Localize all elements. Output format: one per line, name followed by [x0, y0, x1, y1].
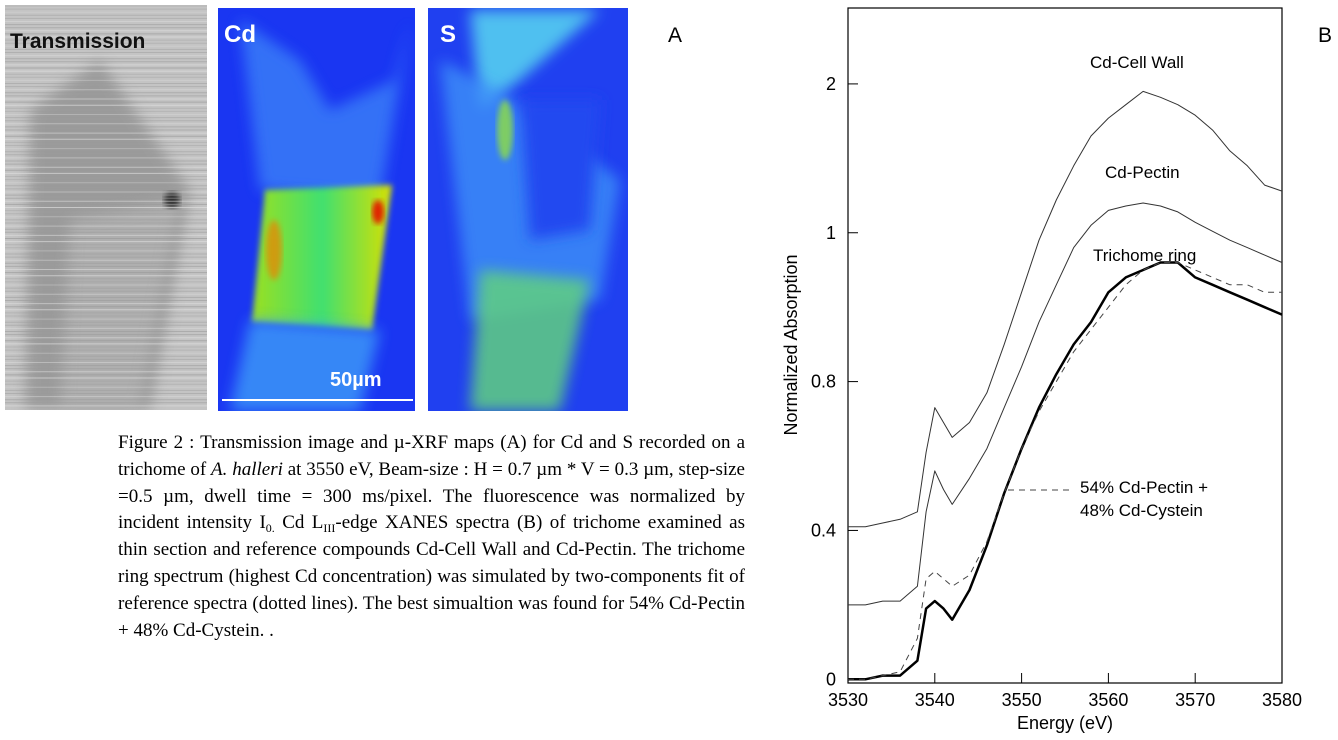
caption-text: A. halleri — [211, 458, 283, 480]
y-tick-label: 0.8 — [811, 372, 836, 392]
series-label: 54% Cd-Pectin + 48% Cd-Cystein — [1080, 478, 1209, 520]
series-label: Trichome ring — [1093, 246, 1196, 265]
caption-text: III — [323, 521, 336, 536]
series-label: Cd-Cell Wall — [1090, 53, 1184, 72]
x-tick-label: 3550 — [1002, 690, 1042, 710]
x-tick-label: 3570 — [1175, 690, 1215, 710]
s-map — [428, 8, 628, 411]
caption-text: Figure 2 : Transmission image and µ-XRF … — [118, 432, 745, 480]
panel-letter: B — [1318, 24, 1332, 47]
panel-label: Cd — [224, 21, 256, 48]
y-tick-label: 1 — [826, 223, 836, 243]
cd-map — [218, 8, 415, 411]
caption-text: at 3550 eV, Beam-size : H = 0.7 µm * V =… — [118, 458, 745, 534]
series-label: Cd-Pectin — [1105, 163, 1180, 182]
caption: Figure 2 : Transmission image and µ-XRF … — [118, 430, 745, 644]
x-tick-label: 3560 — [1088, 690, 1128, 710]
caption-text: 0. — [265, 521, 275, 536]
panel-label: S — [440, 21, 456, 48]
panel-label: Transmission — [10, 30, 145, 53]
y-tick-label: 2 — [826, 74, 836, 94]
x-tick-label: 3580 — [1262, 690, 1302, 710]
x-tick-label: 3530 — [828, 690, 868, 710]
transmission-image — [5, 5, 207, 410]
series-line — [848, 202, 1283, 606]
panel-letter: A — [668, 24, 682, 47]
caption-text: -edge XANES spectra (B) of trichome exam… — [118, 512, 745, 641]
scale-label: 50µm — [330, 369, 382, 391]
x-axis-label: Energy (eV) — [1017, 713, 1113, 733]
y-axis-label: Normalized Absorption — [781, 254, 801, 435]
y-tick-label: 0 — [826, 669, 836, 689]
plot-frame — [847, 7, 1283, 684]
y-tick-label: 0.4 — [811, 520, 836, 540]
series-line — [848, 90, 1283, 528]
caption-text: Cd L — [274, 512, 324, 534]
series-line — [848, 262, 1282, 680]
series-line — [848, 261, 1283, 681]
x-tick-label: 3540 — [915, 690, 955, 710]
